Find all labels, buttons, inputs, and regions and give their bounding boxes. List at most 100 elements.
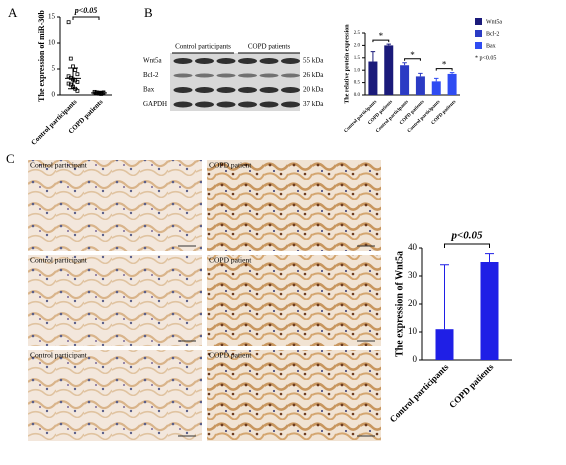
panel-label: B (144, 5, 153, 20)
significance-bracket (404, 58, 421, 61)
blot-group-label: COPD patients (248, 43, 290, 51)
legend-label: Wnt5a (486, 19, 502, 25)
blot-size-label: 20 kDa (303, 86, 324, 94)
image-label: COPD patient (209, 256, 252, 265)
sd-bar (94, 91, 104, 95)
blot-band (216, 73, 236, 78)
blot-band (238, 87, 257, 93)
blot-row-label: GAPDH (143, 100, 167, 108)
blot-row-label: Bcl-2 (143, 71, 159, 79)
ihc-image (207, 350, 381, 441)
bar (435, 329, 454, 360)
blot-band (216, 101, 236, 108)
y-axis-label: The relative protein expression (344, 24, 350, 104)
ihc-image (28, 350, 202, 441)
blot-row-label: Bax (143, 86, 155, 94)
data-point (75, 72, 80, 77)
blot-band (173, 58, 193, 64)
data-point (66, 20, 71, 25)
error-bar (434, 77, 439, 82)
data-point (75, 80, 80, 84)
significance-label: * (442, 60, 447, 70)
blot-size-label: 55 kDa (303, 57, 324, 65)
error-bar (370, 51, 376, 62)
error-bar (402, 62, 407, 66)
error-bar (418, 72, 423, 77)
blot-size-label: 37 kDa (303, 100, 324, 108)
ihc-images: Control participant COPD patient Control p… (28, 160, 381, 441)
y-tick-label: 0 (413, 354, 418, 364)
significance-bracket (435, 68, 453, 71)
significance-label: * (410, 50, 415, 60)
data-point (68, 82, 73, 87)
data-point (75, 88, 80, 93)
y-tick-label: 0 (52, 91, 56, 99)
bar (431, 81, 441, 95)
blot-band (195, 101, 214, 108)
error-bar (386, 43, 391, 46)
y-tick-label: 0.5 (354, 81, 361, 86)
significance-bracket (372, 39, 390, 43)
error-bar (440, 264, 449, 330)
blot-band (173, 101, 193, 108)
legend-swatch (475, 18, 482, 25)
blot-band (259, 101, 279, 108)
bar (415, 76, 425, 95)
blot-group-label: Control participants (175, 43, 231, 51)
blot-membrane (170, 53, 300, 111)
bar (480, 262, 499, 360)
significance-label: * (379, 31, 384, 41)
ihc-image (207, 255, 381, 346)
ihc-image (207, 160, 381, 251)
image-label: Control participant (30, 161, 88, 170)
y-tick-label: 15 (48, 13, 56, 21)
x-tick-label: COPD patients (447, 361, 496, 410)
blot-band (281, 73, 300, 78)
y-tick-label: 30 (408, 270, 418, 280)
legend-label: Bax (486, 43, 496, 49)
legend-label: Bcl-2 (486, 31, 499, 37)
annotation: p<0.05 (450, 230, 483, 242)
ihc-image (28, 160, 202, 251)
y-tick-label: 5 (52, 65, 56, 73)
blot-band (281, 87, 300, 93)
blot-band (259, 73, 279, 78)
x-tick-label: Control participants (30, 98, 79, 147)
data-point (73, 68, 78, 72)
blot-band (216, 58, 236, 64)
sd-bar (68, 67, 78, 90)
blot-band (281, 58, 300, 64)
image-label: COPD patient (209, 161, 252, 170)
blot-band (238, 73, 257, 78)
western-blot: Control participants COPD patients Wnt5a 55… (143, 43, 324, 111)
panel-label: A (8, 5, 18, 20)
y-axis-label: The expression of miR-30b (37, 10, 46, 102)
panel-label: C (6, 151, 15, 166)
legend-swatch (475, 42, 482, 49)
blot-band (173, 87, 193, 93)
y-tick-label: 20 (408, 298, 418, 308)
ihc-image (28, 255, 202, 346)
y-tick-label: 2.0 (354, 44, 361, 49)
data-point (66, 81, 71, 86)
y-tick-label: 10 (48, 39, 56, 47)
y-tick-label: 1.0 (354, 68, 361, 73)
blot-band (195, 73, 214, 78)
error-bar (485, 253, 494, 262)
blot-band (238, 101, 257, 108)
legend-note: * p<0.05 (475, 55, 496, 61)
bar (447, 73, 457, 95)
bar (400, 65, 410, 95)
y-tick-label: 1.5 (354, 56, 361, 61)
data-point (71, 64, 75, 69)
y-tick-label: 40 (408, 242, 418, 252)
blot-band (173, 73, 193, 78)
blot-row-label: Wnt5a (143, 57, 163, 65)
blot-band (259, 58, 279, 64)
blot-size-label: 26 kDa (303, 71, 324, 79)
y-axis-label: The expression of Wnt5a (394, 251, 405, 357)
blot-band (195, 87, 214, 93)
blot-band (238, 58, 257, 64)
annotation: p<0.05 (74, 6, 98, 15)
y-tick-label: 0.0 (354, 93, 361, 98)
